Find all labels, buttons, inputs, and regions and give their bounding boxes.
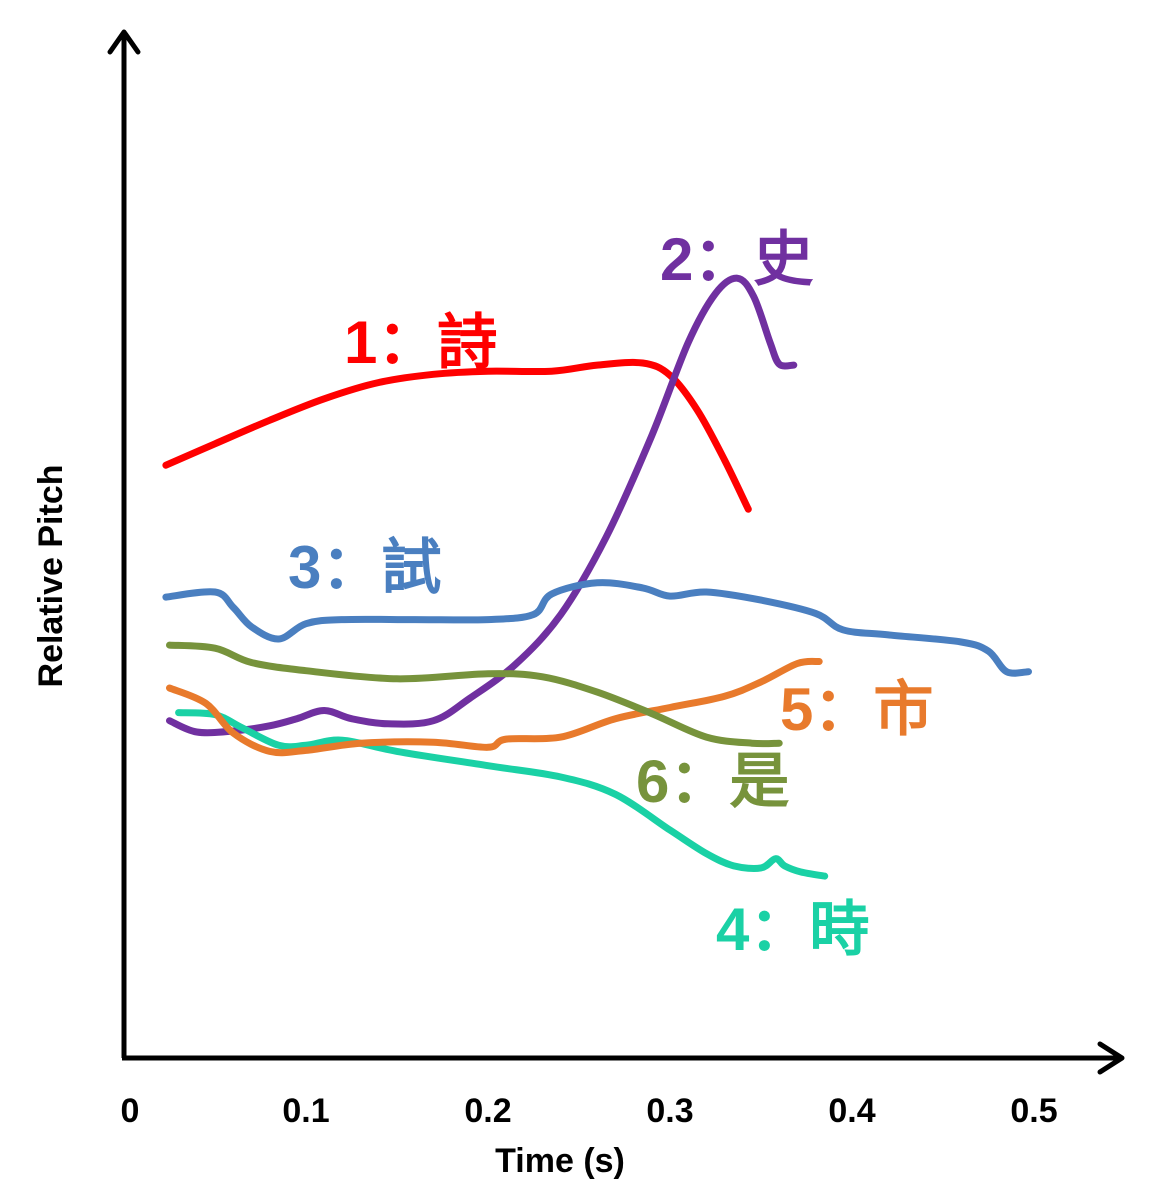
y-axis-arrow-icon (107, 29, 141, 55)
series-line-5 (166, 657, 823, 757)
series-label-1: 1：詩 (344, 309, 497, 376)
series-label-2: 2：史 (660, 226, 813, 293)
series-line-4 (175, 709, 829, 880)
series-line-1 (162, 358, 752, 513)
x-axis-arrow-icon (1097, 1041, 1125, 1075)
series-lines (162, 274, 1032, 880)
x-tick-label: 0.2 (464, 1092, 511, 1130)
series-line-6 (166, 641, 783, 748)
x-tick-label: 0.4 (828, 1092, 875, 1130)
series-line-3 (162, 579, 1032, 677)
x-axis-title: Time (s) (495, 1142, 625, 1180)
series-label-6: 6：是 (636, 748, 789, 815)
x-tick-label: 0 (121, 1092, 140, 1130)
x-tick-label: 0.3 (646, 1092, 693, 1130)
x-tick-label: 0.5 (1010, 1092, 1057, 1130)
series-label-5: 5：市 (780, 676, 933, 743)
series-label-3: 3：試 (288, 534, 441, 601)
x-tick-labels: 0 0.1 0.2 0.3 0.4 0.5 (121, 1092, 1058, 1130)
series-line-2 (166, 274, 798, 737)
series-labels: 1：詩 2：史 3：試 4：時 5：市6：是 (288, 226, 933, 963)
x-tick-label: 0.1 (282, 1092, 329, 1130)
series-label-4: 4：時 (716, 896, 869, 963)
y-axis-title: Relative Pitch (32, 465, 70, 688)
